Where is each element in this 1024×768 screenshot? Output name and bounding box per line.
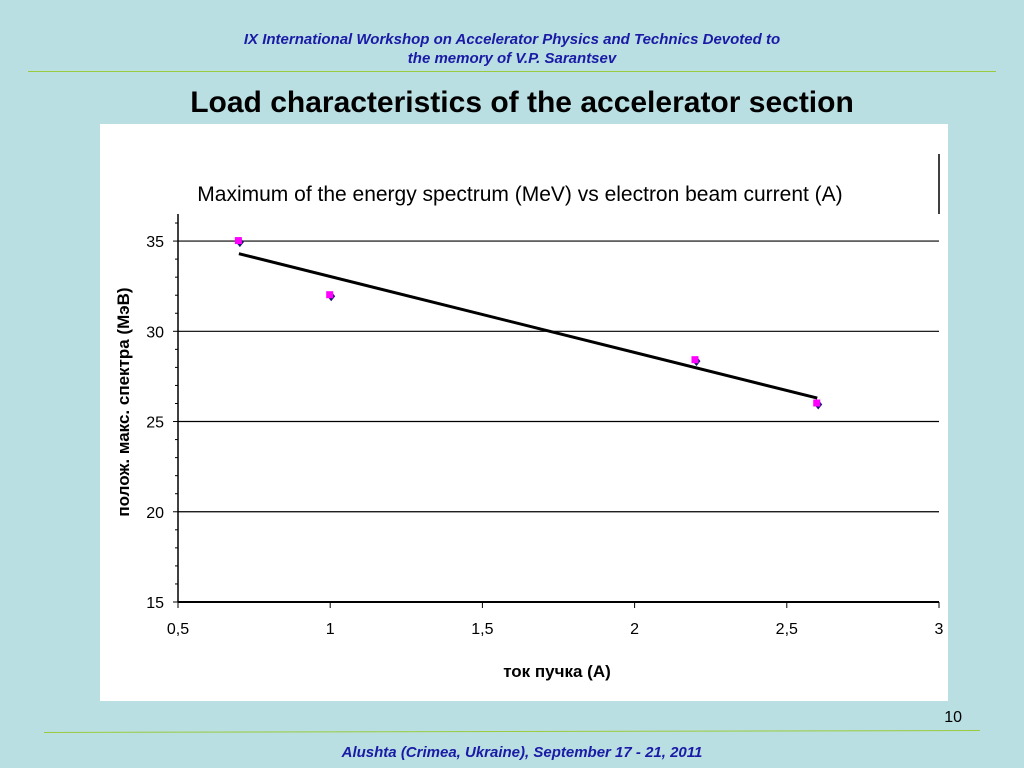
workshop-header-line2: the memory of V.P. Sarantsev [407, 50, 617, 67]
y-axis-label: полож. макс. спектра (МэВ) [114, 287, 133, 516]
y-tick-label: 15 [146, 595, 164, 612]
data-point [234, 237, 242, 245]
x-tick-label: 1 [326, 621, 335, 638]
data-point [813, 399, 821, 407]
plot-area: 15 20 25 30 35 0,5 1 1,5 2 2,5 3 [146, 214, 944, 638]
x-axis-label: ток пучка (А) [503, 662, 611, 681]
y-tick-label: 25 [146, 415, 164, 432]
y-tick-label: 35 [146, 234, 164, 251]
chart: Maximum of the energy spectrum (MeV) vs … [114, 154, 944, 681]
trendline [238, 252, 818, 400]
slide-title: Load characteristics of the accelerator … [190, 86, 854, 119]
data-point [326, 291, 334, 299]
x-tick-label: 2 [630, 621, 639, 638]
chart-panel: Maximum of the energy spectrum (MeV) vs … [100, 124, 948, 701]
x-tick-label: 3 [935, 621, 944, 638]
header-divider [28, 71, 996, 72]
y-tick-label: 30 [146, 324, 164, 341]
y-tick-label: 20 [146, 505, 164, 522]
footer-text: Alushta (Crimea, Ukraine), September 17 … [341, 744, 703, 761]
chart-title: Maximum of the energy spectrum (MeV) vs … [197, 183, 842, 206]
footer-divider [43, 730, 980, 733]
x-tick-label: 1,5 [471, 621, 493, 638]
workshop-header-line1: IX International Workshop on Accelerator… [243, 31, 781, 48]
x-tick-label: 0,5 [167, 621, 189, 638]
data-point [691, 356, 699, 364]
page-number: 10 [944, 709, 962, 726]
x-tick-label: 2,5 [776, 621, 798, 638]
